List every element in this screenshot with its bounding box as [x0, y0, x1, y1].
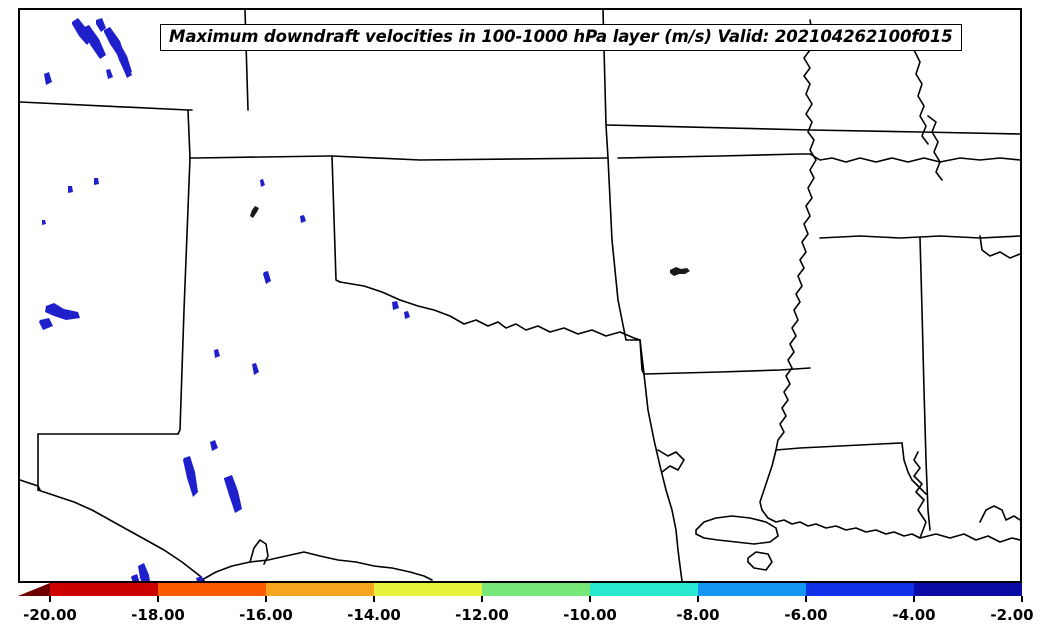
colorbar-band-7: [806, 583, 914, 596]
colorbar-tick-labels: -20.00 -18.00 -16.00 -14.00 -12.00 -10.00 -8.0…: [23, 606, 1033, 624]
colorbar-tick-label-9: -2.00: [990, 606, 1033, 624]
downdraft-data-patches: [39, 18, 410, 581]
colorbar-tick-label-3: -14.00: [347, 606, 401, 624]
colorbar-band-4: [482, 583, 590, 596]
map-canvas: [20, 10, 1020, 581]
page-title: Maximum downdraft velocities in 100-1000…: [169, 27, 953, 46]
title-box: Maximum downdraft velocities in 100-1000…: [160, 24, 962, 51]
colorbar-band-1: [158, 583, 266, 596]
colorbar-band-3: [374, 583, 482, 596]
colorbar-band-2: [266, 583, 374, 596]
map-panel: Maximum downdraft velocities in 100-1000…: [18, 8, 1022, 583]
colorbar-tick-label-7: -6.00: [784, 606, 827, 624]
colorbar-bands: [18, 583, 1022, 596]
state-borders: [20, 10, 1020, 581]
colorbar-tick-label-8: -4.00: [892, 606, 935, 624]
colorbar-under-extension: [18, 583, 50, 596]
colorbar-tick-label-1: -18.00: [131, 606, 185, 624]
colorbar-ticks: [49, 596, 1023, 602]
colorbar-tick-label-0: -20.00: [23, 606, 77, 624]
colorbar-band-8: [914, 583, 1022, 596]
colorbar-tick-label-4: -12.00: [455, 606, 509, 624]
colorbar-tick-label-2: -16.00: [239, 606, 293, 624]
colorbar-canvas: -20.00 -18.00 -16.00 -14.00 -12.00 -10.00 -8.0…: [18, 583, 1034, 624]
colorbar-tick-label-6: -8.00: [676, 606, 719, 624]
terrain-marks: [250, 206, 690, 276]
colorbar-tick-label-5: -10.00: [563, 606, 617, 624]
colorbar-band-6: [698, 583, 806, 596]
colorbar-band-5: [590, 583, 698, 596]
colorbar-band-0: [50, 583, 158, 596]
colorbar: -20.00 -18.00 -16.00 -14.00 -12.00 -10.00 -8.0…: [0, 583, 1040, 633]
